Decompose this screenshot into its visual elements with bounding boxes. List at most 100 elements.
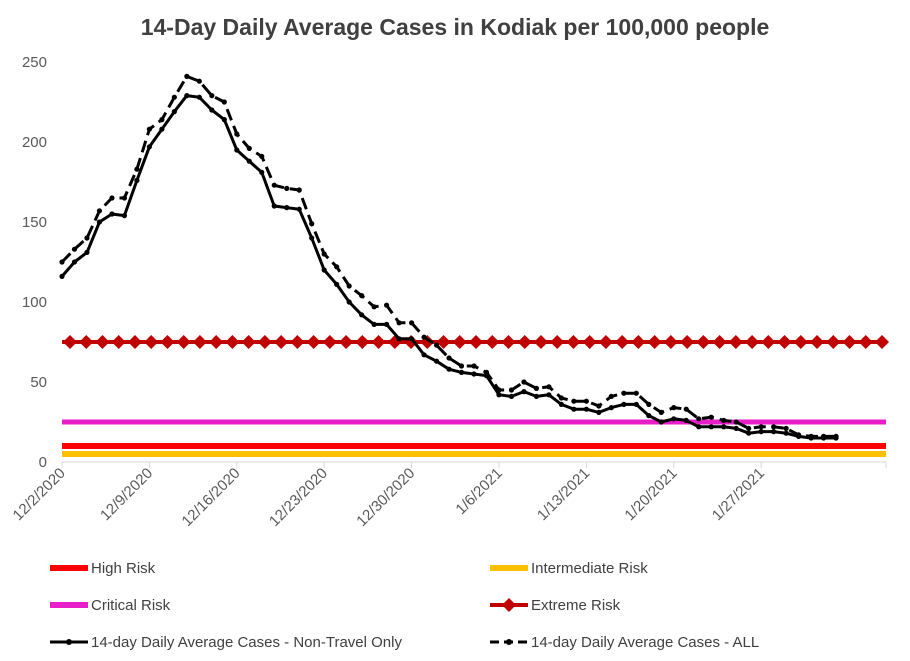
extreme-risk-marker xyxy=(436,335,451,349)
series-non-travel-point xyxy=(558,401,564,407)
series-all-point xyxy=(134,166,140,172)
series-all-point xyxy=(296,187,302,193)
x-tick-label: 1/6/2021 xyxy=(452,465,505,518)
series-all-point xyxy=(109,195,115,201)
series-non-travel-point xyxy=(134,177,140,183)
series-non-travel-point xyxy=(196,94,202,100)
series-non-travel-point xyxy=(583,406,589,412)
extreme-risk-marker xyxy=(777,335,792,349)
legend-swatch-marker xyxy=(502,598,516,612)
y-tick-label: 250 xyxy=(22,54,47,71)
series-all-line xyxy=(60,74,837,438)
series-all-point xyxy=(408,320,415,326)
series-non-travel-point xyxy=(96,219,103,225)
series-all-point xyxy=(708,414,714,420)
series-all-point xyxy=(596,403,602,409)
series-all-point xyxy=(458,363,465,369)
series-non-travel-point xyxy=(184,93,190,99)
series-non-travel-point xyxy=(683,417,689,423)
x-tick-label: 12/2/2020 xyxy=(10,465,69,524)
series-non-travel-point xyxy=(571,406,577,412)
series-all-point xyxy=(671,405,677,411)
series-non-travel-point xyxy=(521,389,527,395)
extreme-risk-line xyxy=(62,335,889,349)
series-non-travel-point xyxy=(421,352,427,358)
series-non-travel-point xyxy=(371,321,377,327)
series-non-travel-point xyxy=(171,109,177,115)
extreme-risk-marker xyxy=(712,335,727,349)
series-non-travel-point xyxy=(159,126,165,132)
series-non-travel-point xyxy=(433,358,440,364)
extreme-risk-marker xyxy=(241,335,256,349)
series-all-point xyxy=(384,302,390,308)
extreme-risk-marker xyxy=(485,335,500,349)
series-non-travel-point xyxy=(671,416,677,422)
series-non-travel-point xyxy=(758,429,764,435)
series-all-point xyxy=(84,235,90,241)
series-all-point xyxy=(820,433,827,439)
series-non-travel-point xyxy=(284,205,290,211)
series-non-travel-point xyxy=(646,413,652,419)
extreme-risk-marker xyxy=(209,335,224,349)
series-all-point xyxy=(558,395,564,401)
series-non-travel-point xyxy=(384,321,390,327)
series-all-point xyxy=(721,417,727,423)
extreme-risk-marker xyxy=(355,335,370,349)
extreme-risk-marker xyxy=(842,335,857,349)
series-non-travel-point xyxy=(771,429,777,435)
series-non-travel-point xyxy=(746,430,752,436)
series-all-point xyxy=(733,419,739,425)
series-non-travel-point xyxy=(309,235,315,241)
series-non-travel-point xyxy=(496,392,502,398)
series-all-point xyxy=(658,409,664,415)
series-non-travel-point xyxy=(271,203,277,209)
series-all-point xyxy=(59,259,65,265)
extreme-risk-marker xyxy=(469,335,483,349)
series-all-point xyxy=(433,342,440,348)
series-all-point xyxy=(171,94,177,100)
series-non-travel-point xyxy=(633,401,639,407)
series-non-travel xyxy=(59,93,839,441)
series-non-travel-point xyxy=(246,158,252,164)
x-tick-label: 12/30/2020 xyxy=(353,465,418,530)
legend-label: 14-day Daily Average Cases - ALL xyxy=(531,634,759,651)
legend-item-critical-risk: Critical Risk xyxy=(50,597,171,614)
series-non-travel-point xyxy=(234,147,240,153)
series-all-point xyxy=(146,126,152,132)
series-non-travel-point xyxy=(546,392,552,398)
extreme-risk-marker xyxy=(647,335,662,349)
y-tick-label: 100 xyxy=(22,294,47,311)
series-all-point xyxy=(508,387,515,393)
legend-item-14-day-daily-average-cases-all: 14-day Daily Average Cases - ALL xyxy=(490,634,759,651)
series-non-travel-line xyxy=(60,94,837,440)
extreme-risk-marker xyxy=(858,335,873,349)
extreme-risk-marker xyxy=(452,335,467,349)
series-all-point xyxy=(396,320,402,326)
legend-item-extreme-risk: Extreme Risk xyxy=(490,597,621,614)
extreme-risk-marker xyxy=(582,335,597,349)
series-all-point xyxy=(758,424,764,430)
series-non-travel-point xyxy=(446,366,452,372)
series-non-travel-point xyxy=(84,249,90,255)
series-all-point xyxy=(121,195,128,201)
series-all-point xyxy=(771,424,777,430)
series-all-point xyxy=(96,208,103,214)
x-tick-label: 12/16/2020 xyxy=(179,465,244,530)
series-all-point xyxy=(608,393,614,399)
x-tick-label: 12/23/2020 xyxy=(266,465,331,530)
series-all-point xyxy=(321,251,327,257)
series-all-point xyxy=(683,406,689,412)
series-non-travel-point xyxy=(109,211,115,217)
extreme-risk-marker xyxy=(322,335,337,349)
series-non-travel-point xyxy=(658,419,664,425)
series-non-travel-point xyxy=(508,393,515,399)
extreme-risk-marker xyxy=(63,335,77,349)
extreme-risk-marker xyxy=(176,335,191,349)
series-all-point xyxy=(159,117,165,123)
extreme-risk-marker xyxy=(680,335,695,349)
series-non-travel-point xyxy=(596,409,602,415)
series-non-travel-point xyxy=(733,425,739,431)
series-all-point xyxy=(471,363,477,369)
series-all-point xyxy=(334,264,340,270)
series-all-point xyxy=(71,246,78,252)
